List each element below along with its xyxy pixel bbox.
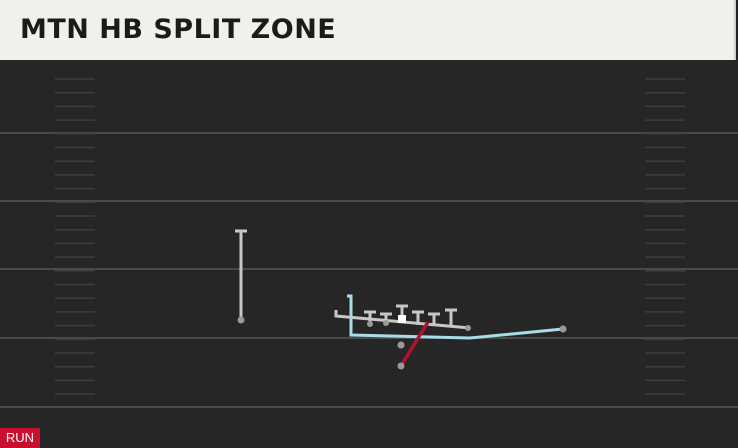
play-title: MTN HB SPLIT ZONE	[20, 14, 337, 45]
player	[397, 362, 405, 370]
player	[237, 316, 245, 324]
run-path	[399, 321, 430, 367]
field-background	[0, 60, 738, 448]
header-bar: MTN HB SPLIT ZONE	[0, 0, 736, 60]
yard-lines	[0, 132, 738, 408]
player	[397, 341, 405, 349]
player	[367, 321, 373, 327]
player	[465, 325, 471, 331]
play-routes	[235, 229, 567, 370]
player	[559, 325, 567, 333]
play-type-badge: RUN	[0, 428, 40, 448]
play-field	[0, 60, 738, 448]
route	[347, 294, 564, 340]
hash-marks	[55, 78, 685, 395]
center	[398, 315, 406, 323]
player	[383, 320, 389, 326]
